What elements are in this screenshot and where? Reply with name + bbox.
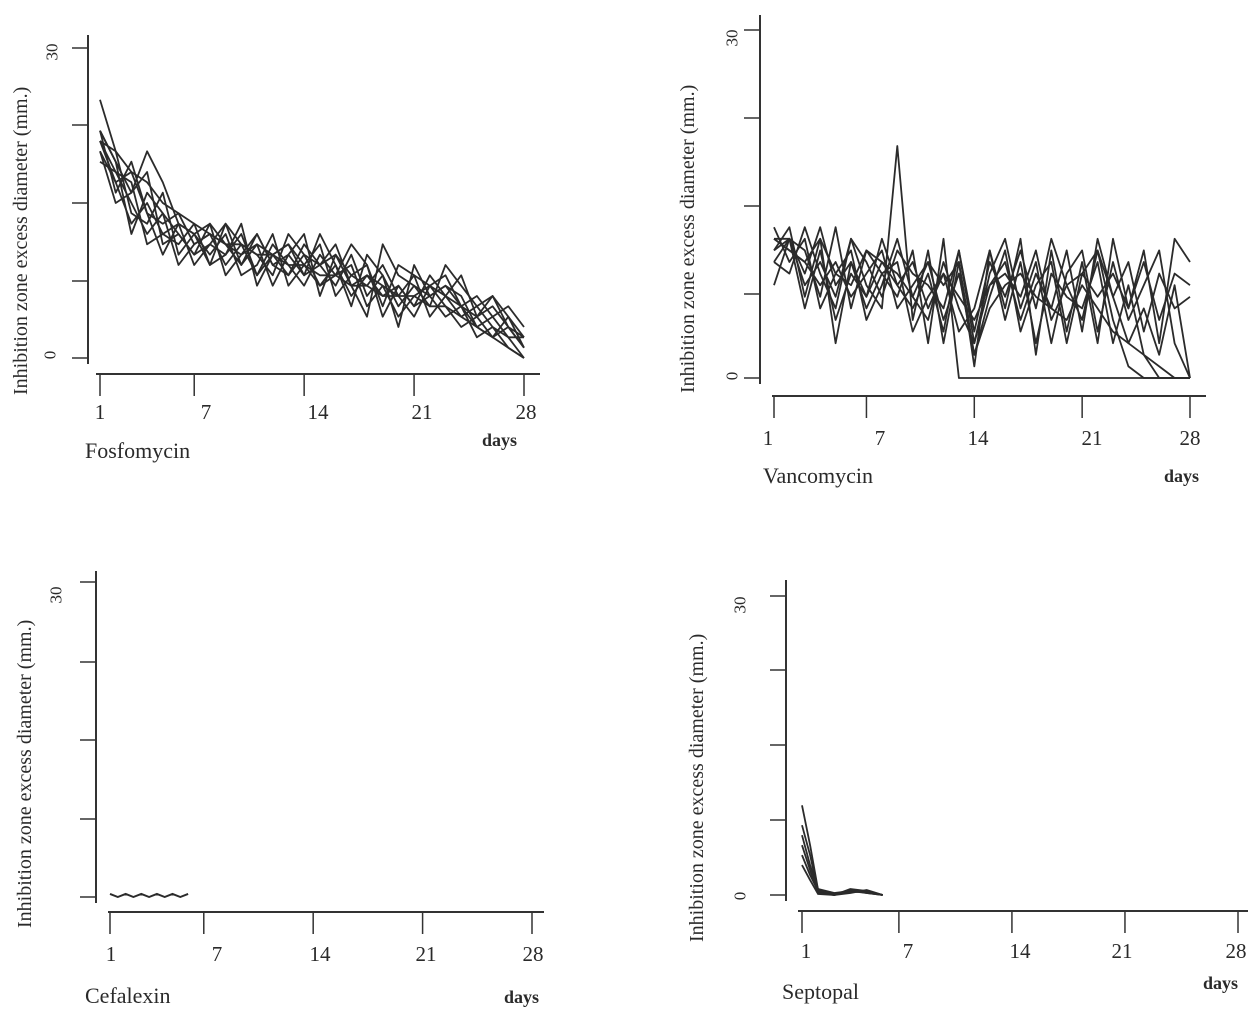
series-line-9 bbox=[773, 237, 1190, 379]
x-tick-label-1: 1 bbox=[762, 426, 774, 450]
x-tick-label-14: 14 bbox=[307, 400, 329, 424]
x-tick-label-21: 21 bbox=[1111, 939, 1133, 963]
x-axis-label: days bbox=[504, 987, 540, 1007]
x-tick-label-28: 28 bbox=[522, 942, 544, 966]
series-line-10 bbox=[99, 140, 525, 349]
x-tick-label-7: 7 bbox=[200, 400, 212, 424]
x-tick-label-1: 1 bbox=[105, 942, 117, 966]
x-tick-label-1: 1 bbox=[800, 939, 812, 963]
y-axis-label: Inhibition zone excess diameter (mm.) bbox=[14, 619, 36, 928]
x-axis-label: days bbox=[1203, 973, 1239, 993]
chart-panel-vancomycin: Inhibition zone excess diameter (mm.) 0 … bbox=[626, 0, 1251, 500]
series-line-1 bbox=[109, 892, 189, 898]
series-line-8 bbox=[773, 226, 1191, 321]
series-line-6 bbox=[773, 226, 1190, 379]
chart-title: Cefalexin bbox=[85, 983, 171, 1008]
series-line-5 bbox=[801, 854, 883, 896]
chart-title: Fosfomycin bbox=[85, 438, 191, 463]
chart-svg bbox=[770, 580, 1248, 933]
y-tick-label-0: 0 bbox=[730, 891, 750, 901]
x-tick-label-21: 21 bbox=[1081, 426, 1103, 450]
x-tick-label-28: 28 bbox=[1179, 426, 1201, 450]
y-tick-label-30: 30 bbox=[42, 43, 62, 61]
y-axis-label: Inhibition zone excess diameter (mm.) bbox=[10, 86, 32, 395]
y-tick-label-0: 0 bbox=[722, 371, 742, 381]
x-tick-label-21: 21 bbox=[415, 942, 437, 966]
x-tick-label-1: 1 bbox=[94, 400, 106, 424]
chart-panel-cefalexin: Inhibition zone excess diameter (mm.) 30… bbox=[0, 505, 625, 1009]
x-tick-label-14: 14 bbox=[309, 942, 331, 966]
x-tick-label-28: 28 bbox=[515, 400, 537, 424]
chart-title: Vancomycin bbox=[763, 463, 873, 488]
chart-svg bbox=[80, 571, 544, 934]
chart-svg bbox=[72, 35, 540, 396]
x-axis-label: days bbox=[482, 430, 518, 450]
x-axis-label: days bbox=[1164, 466, 1200, 486]
y-axis-label: Inhibition zone excess diameter (mm.) bbox=[686, 633, 708, 942]
chart-panel-septopal: Inhibition zone excess diameter (mm.) 0 … bbox=[626, 505, 1251, 1009]
x-tick-label-14: 14 bbox=[967, 426, 989, 450]
x-tick-label-7: 7 bbox=[874, 426, 886, 450]
x-tick-label-7: 7 bbox=[902, 939, 914, 963]
series-line-5 bbox=[99, 130, 525, 349]
chart-svg bbox=[744, 15, 1206, 418]
chart-title: Septopal bbox=[782, 979, 859, 1004]
y-axis-label: Inhibition zone excess diameter (mm.) bbox=[677, 84, 699, 393]
y-tick-label-0: 0 bbox=[40, 350, 60, 360]
x-tick-label-14: 14 bbox=[1009, 939, 1031, 963]
chart-panel-fosfomycin: Inhibition zone excess diameter (mm.) 0 … bbox=[0, 0, 625, 500]
series-line-1 bbox=[99, 99, 525, 359]
x-tick-label-28: 28 bbox=[1225, 939, 1247, 963]
x-tick-label-21: 21 bbox=[411, 400, 433, 424]
series-line-3 bbox=[773, 226, 1190, 379]
y-tick-label-30: 30 bbox=[46, 586, 66, 604]
series-line-6 bbox=[801, 864, 883, 896]
y-tick-label-30: 30 bbox=[722, 29, 742, 47]
x-tick-label-7: 7 bbox=[211, 942, 223, 966]
y-tick-label-30: 30 bbox=[730, 596, 750, 614]
